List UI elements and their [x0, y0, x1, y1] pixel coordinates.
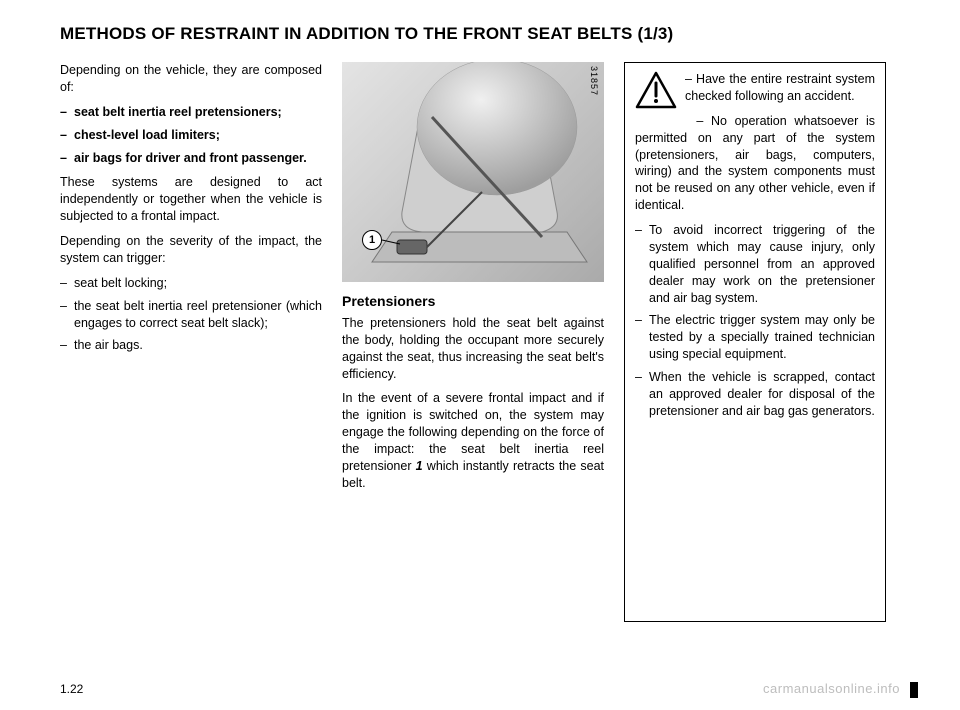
warn-list: To avoid incorrect triggering of the sys… [635, 222, 875, 420]
content-columns: Depending on the vehicle, they are compo… [60, 62, 900, 622]
callout-1: 1 [362, 230, 382, 250]
figure-svg [342, 62, 604, 282]
component-list: seat belt inertia reel pretensioners; ch… [60, 104, 322, 167]
bookmark-tab [910, 682, 918, 698]
pretensioner-figure: 31857 1 [342, 62, 604, 282]
list-item: When the vehicle is scrapped, contact an… [649, 369, 875, 420]
subheading-pretensioners: Pretensioners [342, 292, 604, 311]
list-item: To avoid incorrect triggering of the sys… [649, 222, 875, 306]
intro-text: Depending on the vehicle, they are compo… [60, 62, 322, 96]
warn-head-2: – No operation whatsoever is permitted o… [635, 113, 875, 214]
list-item: seat belt inertia reel pretensioners; [74, 104, 322, 121]
trigger-list: seat belt locking; the seat belt inertia… [60, 275, 322, 355]
page-number: 1.22 [60, 682, 83, 696]
para-design: These systems are designed to act indepe… [60, 174, 322, 225]
warning-icon [635, 71, 677, 109]
list-item: The electric trigger system may only be … [649, 312, 875, 363]
figure-code: 31857 [588, 66, 600, 96]
watermark: carmanualsonline.info [763, 681, 900, 696]
title-part: (1/3) [637, 24, 673, 43]
page-title: METHODS OF RESTRAINT IN ADDITION TO THE … [60, 24, 900, 44]
column-left: Depending on the vehicle, they are compo… [60, 62, 322, 622]
column-middle: 31857 1 Pretensioners The pretensioners … [342, 62, 604, 622]
para-trigger: Depending on the severity of the impact,… [60, 233, 322, 267]
warning-header: – Have the entire restraint system check… [635, 71, 875, 113]
column-right: – Have the entire restraint system check… [624, 62, 886, 622]
title-main: METHODS OF RESTRAINT IN ADDITION TO THE … [60, 24, 633, 43]
list-item: chest-level load limiters; [74, 127, 322, 144]
pretensioner-p2: In the event of a severe frontal impact … [342, 390, 604, 491]
warn-head-1: – Have the entire restraint system check… [685, 71, 875, 105]
list-item: the air bags. [74, 337, 322, 354]
list-item: air bags for driver and front passenger. [74, 150, 322, 167]
pretensioner-p1: The pretensioners hold the seat belt aga… [342, 315, 604, 383]
list-item: the seat belt inertia reel pretensioner … [74, 298, 322, 332]
warning-box: – Have the entire restraint system check… [624, 62, 886, 622]
list-item: seat belt locking; [74, 275, 322, 292]
